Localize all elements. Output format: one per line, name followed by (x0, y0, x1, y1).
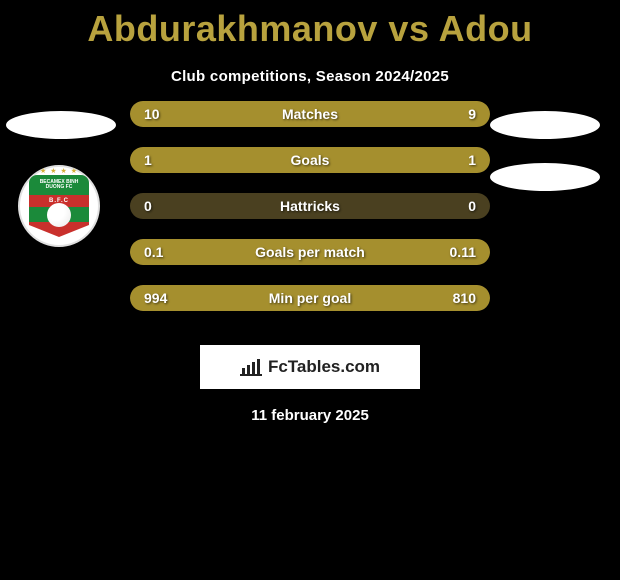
stat-label: Hattricks (130, 198, 490, 214)
stat-right-value: 9 (468, 106, 476, 122)
stat-right-value: 0 (468, 198, 476, 214)
logo-stars-icon: ★ ★ ★ ★ (29, 167, 89, 175)
stat-row: 994Min per goal810 (130, 285, 490, 311)
subtitle: Club competitions, Season 2024/2025 (0, 68, 620, 85)
bar-chart-icon (240, 358, 262, 376)
stat-label: Matches (130, 106, 490, 122)
stat-right-value: 0.11 (450, 244, 476, 260)
date-label: 11 february 2025 (0, 407, 620, 424)
stat-rows: 10Matches91Goals10Hattricks00.1Goals per… (130, 101, 490, 331)
logo-top-text: BECAMEX BINH DUONG FC (29, 175, 89, 195)
branding-text: FcTables.com (268, 357, 380, 377)
player-right-placeholder-2 (490, 163, 600, 191)
stat-row: 10Matches9 (130, 101, 490, 127)
stat-right-value: 810 (453, 290, 476, 306)
stat-row: 0.1Goals per match0.11 (130, 239, 490, 265)
stat-label: Goals per match (130, 244, 490, 260)
stat-row: 0Hattricks0 (130, 193, 490, 219)
club-logo-left: ★ ★ ★ ★ BECAMEX BINH DUONG FC B.F.C (18, 165, 100, 247)
stat-label: Goals (130, 152, 490, 168)
stat-right-value: 1 (468, 152, 476, 168)
page-title: Abdurakhmanov vs Adou (0, 0, 620, 50)
soccer-ball-icon (47, 203, 71, 227)
stat-label: Min per goal (130, 290, 490, 306)
stat-row: 1Goals1 (130, 147, 490, 173)
branding-banner[interactable]: FcTables.com (200, 345, 420, 389)
player-right-placeholder-1 (490, 111, 600, 139)
comparison-area: ★ ★ ★ ★ BECAMEX BINH DUONG FC B.F.C 10Ma… (0, 113, 620, 333)
player-left-placeholder (6, 111, 116, 139)
